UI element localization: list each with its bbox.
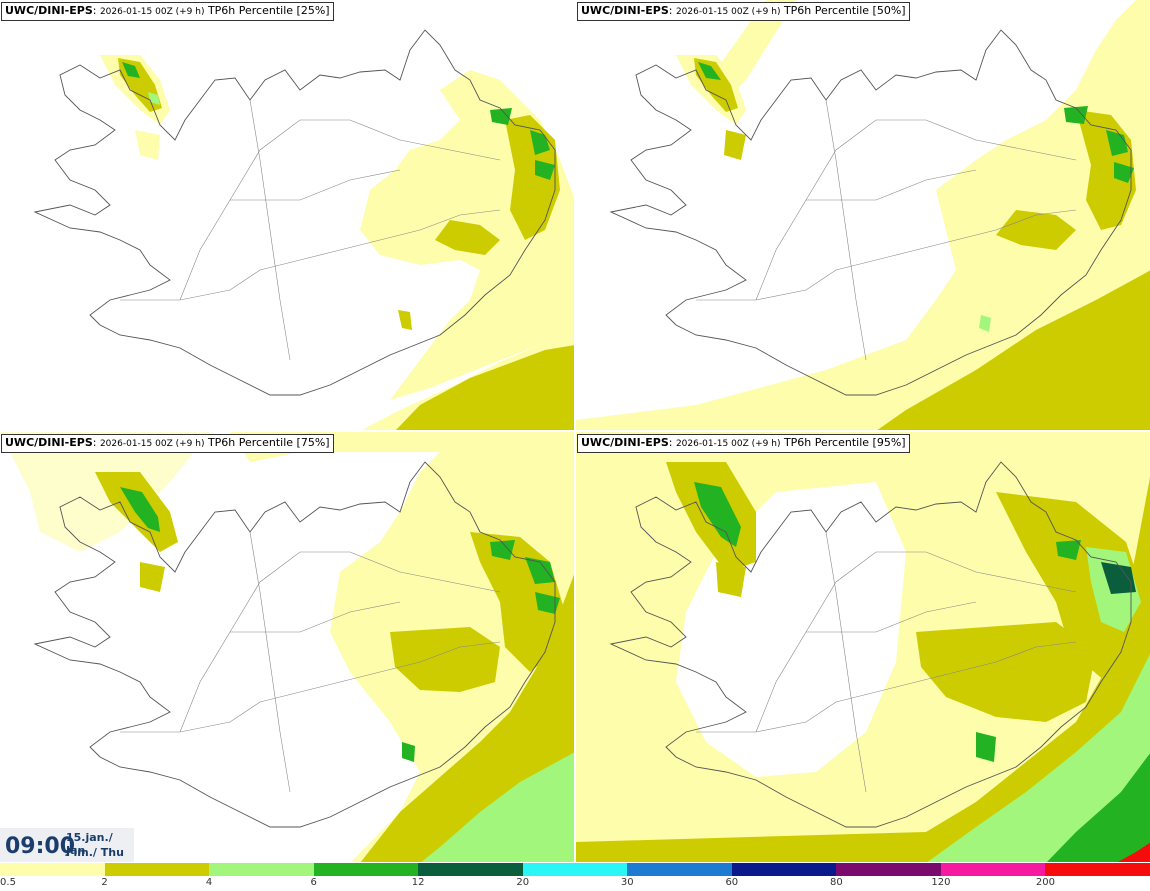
road-line xyxy=(249,99,291,361)
road-line xyxy=(806,601,977,633)
model-name: UWC/DINI-EPS xyxy=(5,436,93,449)
road-line xyxy=(696,641,1077,733)
variable-name: TP6h Percentile [25%] xyxy=(207,4,330,17)
precip-map-p50 xyxy=(576,0,1150,431)
map-panel-p75[interactable]: UWC/DINI-EPS: 2026-01-15 00Z (+9 h) TP6h… xyxy=(0,432,575,863)
coastline xyxy=(609,461,1132,828)
legend-swatch xyxy=(313,863,419,876)
road-line xyxy=(806,169,977,201)
legend-label: 200 xyxy=(1035,877,1055,888)
run-time: 2026-01-15 00Z (+9 h) xyxy=(675,439,781,449)
valid-time-box: 09:00 15.jan./ Jan Fim./ Thu xyxy=(0,828,134,862)
legend-label: 80 xyxy=(829,877,843,888)
legend-swatch xyxy=(836,863,941,876)
panel-header: UWC/DINI-EPS: 2026-01-15 00Z (+9 h) TP6h… xyxy=(1,2,334,21)
legend-label: 60 xyxy=(725,877,739,888)
model-name: UWC/DINI-EPS xyxy=(581,436,669,449)
road-line xyxy=(755,119,1077,301)
road-line xyxy=(825,99,867,361)
coastline xyxy=(609,29,1132,396)
legend-label: 20 xyxy=(516,877,530,888)
valid-date-line2: Fim./ Thu xyxy=(66,846,124,859)
run-time: 2026-01-15 00Z (+9 h) xyxy=(99,439,205,449)
precip-map-p75 xyxy=(0,432,575,863)
road-line xyxy=(179,551,501,733)
legend-swatch xyxy=(522,863,628,876)
road-line xyxy=(825,531,867,793)
road-line xyxy=(179,119,501,301)
valid-date-line1: 15.jan./ Jan xyxy=(66,831,113,857)
legend-swatch xyxy=(418,863,523,876)
panel-header: UWC/DINI-EPS: 2026-01-15 00Z (+9 h) TP6h… xyxy=(577,434,910,453)
legend-swatch xyxy=(1045,863,1150,876)
variable-name: TP6h Percentile [50%] xyxy=(783,4,906,17)
legend-label: 0.5 xyxy=(0,877,16,888)
legend-label: 12 xyxy=(411,877,425,888)
road-line xyxy=(696,209,1077,301)
road-line xyxy=(120,641,501,733)
panel-header: UWC/DINI-EPS: 2026-01-15 00Z (+9 h) TP6h… xyxy=(1,434,334,453)
legend-swatch xyxy=(731,863,837,876)
legend-swatch xyxy=(627,863,732,876)
legend-labels: 0.5 2 4 6 12 20 30 60 80 120 200 xyxy=(0,877,1150,891)
panel-divider-horizontal xyxy=(0,430,1150,432)
map-panel-p25[interactable]: UWC/DINI-EPS: 2026-01-15 00Z (+9 h) TP6h… xyxy=(0,0,575,431)
legend-swatch xyxy=(0,863,105,876)
legend-color-bar xyxy=(0,863,1150,876)
legend-swatch xyxy=(209,863,314,876)
precip-map-p95 xyxy=(576,432,1150,863)
legend-label: 120 xyxy=(931,877,951,888)
coastline xyxy=(33,29,556,396)
legend-label: 2 xyxy=(101,877,108,888)
road-line xyxy=(120,209,501,301)
map-panel-p50[interactable]: UWC/DINI-EPS: 2026-01-15 00Z (+9 h) TP6h… xyxy=(576,0,1150,431)
road-line xyxy=(755,551,1077,733)
variable-name: TP6h Percentile [75%] xyxy=(207,436,330,449)
run-time: 2026-01-15 00Z (+9 h) xyxy=(675,7,781,17)
road-line xyxy=(230,601,401,633)
coastline xyxy=(33,461,556,828)
legend-swatch xyxy=(104,863,210,876)
map-panel-p95[interactable]: UWC/DINI-EPS: 2026-01-15 00Z (+9 h) TP6h… xyxy=(576,432,1150,863)
road-line xyxy=(249,531,291,793)
precip-map-p25 xyxy=(33,29,575,431)
legend-swatch xyxy=(940,863,1046,876)
legend-label: 30 xyxy=(620,877,634,888)
model-name: UWC/DINI-EPS xyxy=(5,4,93,17)
legend-label: 4 xyxy=(205,877,213,888)
road-line xyxy=(230,169,401,201)
model-name: UWC/DINI-EPS xyxy=(581,4,669,17)
variable-name: TP6h Percentile [95%] xyxy=(783,436,906,449)
legend-label: 6 xyxy=(310,877,317,888)
color-legend: 0.5 2 4 6 12 20 30 60 80 120 200 xyxy=(0,862,1150,891)
panel-header: UWC/DINI-EPS: 2026-01-15 00Z (+9 h) TP6h… xyxy=(577,2,910,21)
valid-time-clock: 09:00 xyxy=(5,834,76,859)
run-time: 2026-01-15 00Z (+9 h) xyxy=(99,7,205,17)
